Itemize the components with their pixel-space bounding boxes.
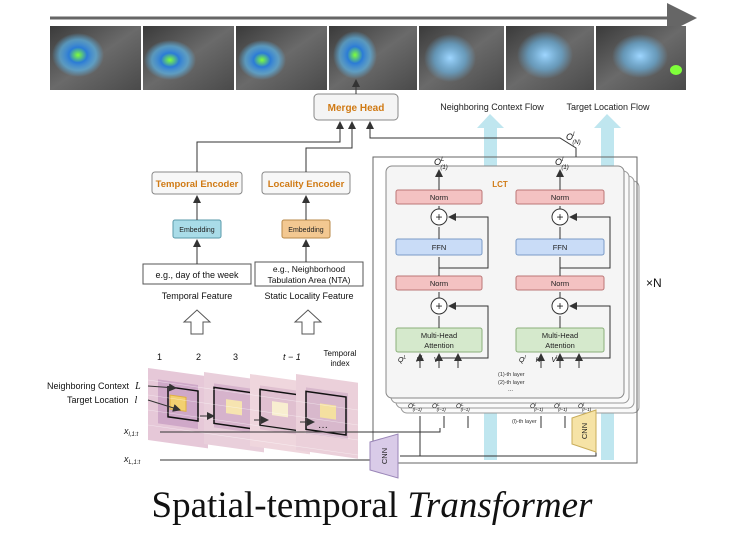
index-2: 2 xyxy=(196,352,201,362)
target-location-label: Target Location l xyxy=(67,395,138,406)
locality-feature-label: Static Locality Feature xyxy=(264,291,353,301)
x-l-label: xl,1:t xyxy=(123,426,139,438)
locality-hollow-arrow xyxy=(293,309,323,335)
locality-encoder-label: Locality Encoder xyxy=(268,179,345,190)
temporal-feature-label: Temporal Feature xyxy=(162,291,233,301)
radar-frame-2 xyxy=(143,26,234,90)
locality-feature-box xyxy=(254,261,364,287)
norm-right-bottom-label: Norm xyxy=(551,279,569,288)
radar-frame-7 xyxy=(596,26,686,90)
ffn-left-label: FFN xyxy=(432,243,447,252)
layer-dots-label: ... xyxy=(508,387,513,393)
mha-left-line2: Attention xyxy=(424,341,454,350)
temporal-hollow-arrow xyxy=(182,309,212,335)
grid-panel-4 xyxy=(296,374,358,459)
lct-label: LCT xyxy=(492,180,508,189)
out-left-label: OL (1) xyxy=(434,157,448,171)
neighboring-context-label: Neighboring Context L xyxy=(47,381,141,392)
add-left-top-sign: + xyxy=(435,210,442,224)
lct-right-column: Norm + FFN Norm + Multi-Head Attention O… xyxy=(515,157,611,368)
layer-2-label: (2)-th layer xyxy=(498,380,525,386)
index-3: 3 xyxy=(233,352,238,362)
merge-head: Merge Head xyxy=(313,93,399,121)
temporal-grid-stack: ··· xyxy=(147,368,359,459)
figure-caption: Spatial-temporal Transformer xyxy=(0,484,744,527)
layer-l-label: (l)-th layer xyxy=(512,419,537,425)
radar-frame-3 xyxy=(236,26,327,90)
locality-feature-example-1: e.g., Neighborhood xyxy=(273,264,346,274)
grid-panel-1 xyxy=(148,368,208,449)
repeat-n-label: ×N xyxy=(646,276,662,290)
norm-left-top-label: Norm xyxy=(430,193,448,202)
grid-dots: ··· xyxy=(318,422,328,433)
target-flow-label: Target Location Flow xyxy=(566,102,650,112)
index-t-minus-1: t − 1 xyxy=(283,352,301,362)
temporal-branch: Temporal Encoder Embedding e.g., day of … xyxy=(142,121,344,335)
temporal-encoder-label: Temporal Encoder xyxy=(156,179,239,190)
radar-frame-6 xyxy=(506,26,594,90)
temporal-embedding-label: Embedding xyxy=(179,227,215,234)
layer-1-label: (1)-th layer xyxy=(498,372,525,378)
index-1: 1 xyxy=(157,352,162,362)
add-right-bottom-sign: + xyxy=(556,299,563,313)
mha-left-line1: Multi-Head xyxy=(421,331,457,340)
neighboring-flow-label: Neighboring Context Flow xyxy=(440,102,544,112)
radar-strip xyxy=(50,26,686,90)
temporal-feature-example: e.g., day of the week xyxy=(155,270,239,280)
cnn-left-label: CNN xyxy=(380,448,389,464)
locality-feature-example-2: Tabulation Area (NTA) xyxy=(268,275,351,285)
x-L-label: xL,1:t xyxy=(123,454,141,466)
add-left-bottom-sign: + xyxy=(435,299,442,313)
cnn-right-label: CNN xyxy=(580,423,589,439)
merge-head-label: Merge Head xyxy=(328,103,385,114)
norm-right-top-label: Norm xyxy=(551,193,569,202)
out-right-label: Ol (1) xyxy=(555,157,569,171)
ffn-right-label: FFN xyxy=(553,243,568,252)
caption-regular: Spatial-temporal xyxy=(151,485,408,526)
mha-right-line2: Attention xyxy=(545,341,575,350)
radar-frame-4 xyxy=(329,26,417,90)
temporal-index-line2: index xyxy=(330,359,349,368)
radar-frame-1 xyxy=(50,26,141,90)
input-o-left-3: OL (l−1) xyxy=(456,402,470,412)
input-o-left-1: OL (l−1) xyxy=(408,402,422,412)
add-right-top-sign: + xyxy=(556,210,563,224)
input-o-left-2: OL (l−1) xyxy=(432,402,446,412)
top-output-label: Ol (N) xyxy=(566,132,581,146)
locality-embedding-label: Embedding xyxy=(288,227,324,234)
grid-panel-3 xyxy=(250,374,310,455)
lct-outer-frame xyxy=(372,156,638,464)
cnn-right: CNN xyxy=(571,409,597,453)
norm-left-bottom-label: Norm xyxy=(430,279,448,288)
cnn-left: CNN xyxy=(369,433,399,479)
mha-right-line1: Multi-Head xyxy=(542,331,578,340)
temporal-index-line1: Temporal xyxy=(324,349,357,358)
caption-italic: Transformer xyxy=(407,485,593,526)
radar-frame-5 xyxy=(419,26,504,90)
lct-left-column: Norm + FFN Norm + Multi-Head Attention O… xyxy=(395,157,489,368)
locality-branch: Locality Encoder Embedding e.g., Neighbo… xyxy=(254,121,364,335)
